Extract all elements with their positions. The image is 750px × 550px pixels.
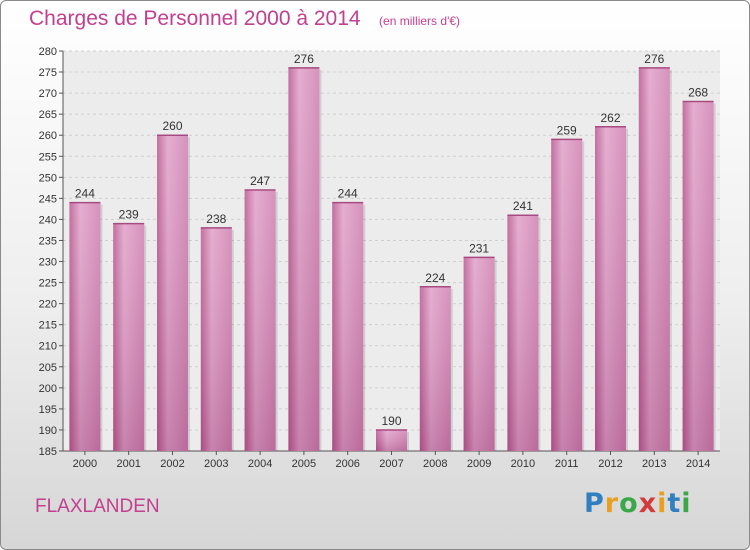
data-label: 276 bbox=[294, 52, 314, 66]
proxiti-logo: Proxiti bbox=[584, 488, 692, 519]
y-tick-label: 205 bbox=[39, 362, 57, 374]
y-tick-label: 215 bbox=[39, 320, 57, 332]
bar-shade bbox=[507, 215, 539, 451]
data-label: 259 bbox=[557, 123, 577, 137]
bar-shade bbox=[157, 135, 188, 452]
bar-shade bbox=[551, 139, 583, 451]
y-tick-label: 195 bbox=[39, 404, 57, 416]
logo-letter: o bbox=[619, 488, 639, 519]
logo-letter: t bbox=[667, 488, 682, 519]
y-tick-label: 280 bbox=[39, 46, 57, 58]
bar-shade bbox=[682, 101, 714, 452]
y-tick-label: 270 bbox=[39, 88, 57, 100]
data-label: 241 bbox=[513, 199, 533, 213]
logo-letter: i bbox=[681, 488, 692, 519]
x-tick-label: 2008 bbox=[423, 458, 447, 470]
x-tick-label: 2010 bbox=[511, 458, 535, 470]
data-label: 268 bbox=[688, 86, 708, 100]
x-tick-label: 2004 bbox=[248, 458, 272, 470]
y-tick-label: 245 bbox=[39, 193, 57, 205]
x-tick-label: 2001 bbox=[116, 458, 140, 470]
x-tick-label: 2000 bbox=[73, 458, 97, 470]
x-tick-label: 2007 bbox=[379, 458, 403, 470]
chart-title: Charges de Personnel 2000 à 2014 bbox=[29, 7, 361, 30]
x-tick-label: 2013 bbox=[642, 458, 666, 470]
x-tick-label: 2009 bbox=[467, 458, 491, 470]
bar-shade bbox=[638, 67, 670, 451]
x-tick-label: 2003 bbox=[204, 458, 228, 470]
bar-shade bbox=[332, 202, 364, 451]
data-label: 244 bbox=[75, 187, 95, 201]
data-label: 231 bbox=[469, 241, 489, 255]
data-label: 238 bbox=[206, 212, 226, 226]
x-tick-label: 2014 bbox=[686, 458, 710, 470]
bar-shade bbox=[419, 286, 451, 451]
logo-letter: i bbox=[657, 488, 668, 519]
y-tick-label: 235 bbox=[39, 235, 57, 247]
chart-subtitle: (en milliers d'€) bbox=[379, 14, 461, 28]
data-label: 244 bbox=[338, 187, 358, 201]
data-label: 224 bbox=[425, 271, 445, 285]
bar-layer bbox=[69, 67, 716, 452]
x-tick-label: 2011 bbox=[555, 458, 579, 470]
bar-shade bbox=[113, 223, 145, 451]
bar-shade bbox=[463, 257, 495, 451]
data-label: 239 bbox=[119, 208, 139, 222]
y-tick-label: 225 bbox=[39, 278, 57, 290]
logo-letter: P bbox=[584, 488, 605, 519]
data-label: 190 bbox=[381, 414, 401, 428]
y-tick-label: 260 bbox=[39, 130, 57, 142]
bar-shade bbox=[200, 227, 232, 451]
logo-letter: x bbox=[638, 488, 658, 519]
y-tick-label: 275 bbox=[39, 67, 57, 79]
data-label: 262 bbox=[600, 111, 620, 125]
label-layer: 244 239 260 238 247 276 244 190 224 231 241 259 262 2… bbox=[75, 52, 709, 428]
bar-shade bbox=[69, 202, 101, 451]
bar-shade bbox=[288, 67, 320, 451]
data-label: 247 bbox=[250, 174, 270, 188]
y-tick-label: 240 bbox=[39, 214, 57, 226]
bar-shade bbox=[595, 126, 626, 451]
x-tick-label: 2005 bbox=[292, 458, 316, 470]
title-row: Charges de Personnel 2000 à 2014 (en mil… bbox=[29, 7, 460, 31]
y-tick-label: 255 bbox=[39, 151, 57, 163]
y-tick-label: 250 bbox=[39, 172, 57, 184]
y-tick-label: 190 bbox=[39, 425, 57, 437]
y-tick-label: 265 bbox=[39, 109, 57, 121]
bar-shade bbox=[244, 189, 276, 451]
x-tick-label: 2002 bbox=[160, 458, 184, 470]
x-tick-label: 2012 bbox=[598, 458, 622, 470]
place-name: FLAXLANDEN bbox=[35, 496, 160, 517]
y-tick-label: 230 bbox=[39, 257, 57, 269]
data-label: 276 bbox=[644, 52, 664, 66]
data-label: 260 bbox=[162, 119, 182, 133]
y-tick-label: 185 bbox=[39, 446, 57, 458]
bar-shade bbox=[376, 429, 407, 451]
y-tick-label: 210 bbox=[39, 341, 57, 353]
y-tick-label: 220 bbox=[39, 299, 57, 311]
x-tick-label: 2006 bbox=[335, 458, 359, 470]
logo-letter: r bbox=[604, 488, 620, 519]
y-tick-label: 200 bbox=[39, 383, 57, 395]
